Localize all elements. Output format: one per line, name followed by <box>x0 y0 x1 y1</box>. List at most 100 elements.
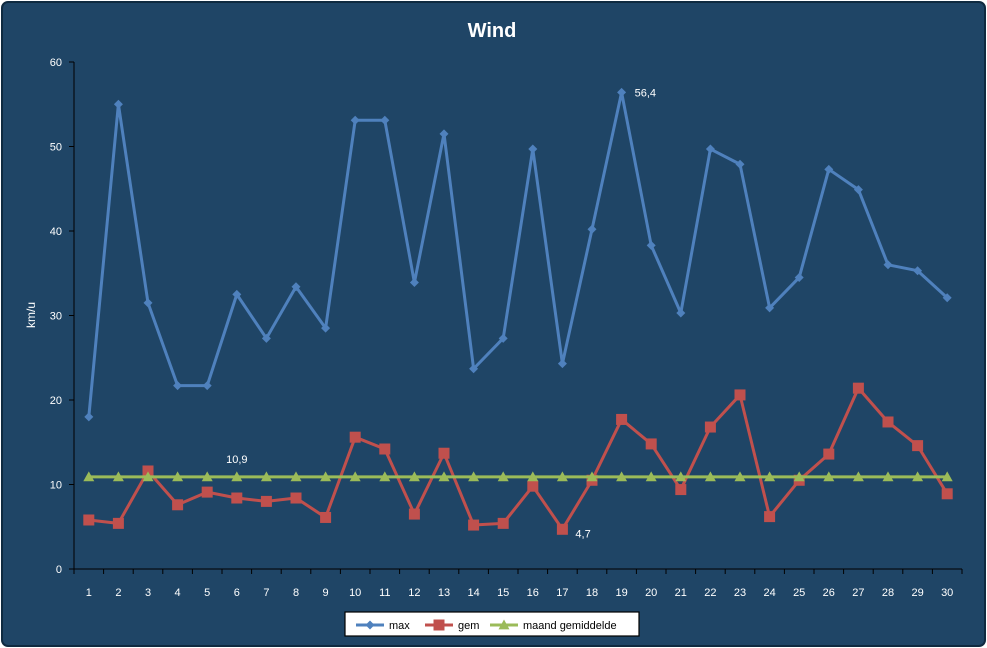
x-tick-label: 10 <box>349 587 361 599</box>
data-point-gem <box>882 416 894 428</box>
data-point-max <box>705 144 715 154</box>
data-point-maand-gemiddelde <box>793 471 805 482</box>
data-point-gem <box>408 508 420 520</box>
data-point-gem <box>941 488 953 500</box>
x-tick-label: 3 <box>145 587 151 599</box>
data-point-gem <box>912 440 924 452</box>
data-point-maand-gemiddelde <box>556 471 568 482</box>
y-tick-label: 10 <box>50 480 62 492</box>
data-point-maand-gemiddelde <box>349 471 361 482</box>
data-point-max <box>853 185 863 195</box>
data-point-max <box>646 240 656 250</box>
data-point-maand-gemiddelde <box>616 471 628 482</box>
data-point-maand-gemiddelde <box>83 471 95 482</box>
data-point-max <box>557 359 567 369</box>
data-point-gem <box>260 495 272 507</box>
data-point-max <box>380 115 390 125</box>
data-point-maand-gemiddelde <box>172 471 184 482</box>
data-point-gem <box>142 465 154 477</box>
legend-marker-max <box>365 620 375 630</box>
data-point-maand-gemiddelde <box>497 471 509 482</box>
data-point-gem <box>556 523 568 535</box>
x-ticks: 1 2 3 4 5 6 7 8 9 10 11 12 13 14 15 16 17 18 19 20 21 22 23 24 2… <box>73 569 963 599</box>
x-tick-label: 30 <box>941 587 953 599</box>
x-tick-label: 9 <box>323 587 329 599</box>
data-point-gem <box>616 413 628 425</box>
data-point-gem <box>83 514 95 526</box>
x-tick-label: 4 <box>175 587 181 599</box>
data-point-gem <box>290 492 302 504</box>
chart-title: Wind <box>468 20 517 42</box>
data-point-gem <box>497 517 509 529</box>
data-point-max <box>617 87 627 97</box>
y-ticks: 0 10 20 30 40 50 60 <box>50 57 74 576</box>
data-label: 4,7 <box>575 528 590 540</box>
data-point-max <box>735 159 745 169</box>
series-max <box>84 87 952 422</box>
data-label: 56,4 <box>635 87 656 99</box>
x-tick-label: 17 <box>556 587 568 599</box>
data-point-maand-gemiddelde <box>675 471 687 482</box>
x-tick-label: 26 <box>823 587 835 599</box>
data-point-maand-gemiddelde <box>941 471 953 482</box>
data-point-maand-gemiddelde <box>231 471 243 482</box>
data-point-max <box>676 308 686 318</box>
data-point-gem <box>468 519 480 531</box>
data-point-max <box>409 278 419 288</box>
data-point-gem <box>704 421 716 433</box>
data-point-gem <box>438 447 450 459</box>
data-point-maand-gemiddelde <box>645 471 657 482</box>
data-point-gem <box>349 431 361 443</box>
data-point-gem <box>823 448 835 460</box>
data-point-gem <box>852 382 864 394</box>
data-point-max <box>232 289 242 299</box>
x-tick-label: 13 <box>438 587 450 599</box>
y-tick-label: 40 <box>50 226 62 238</box>
data-point-max <box>883 260 893 270</box>
data-point-gem <box>675 484 687 496</box>
data-point-max <box>942 293 952 303</box>
data-point-maand-gemiddelde <box>201 471 213 482</box>
data-point-max <box>439 129 449 139</box>
data-point-max <box>261 333 271 343</box>
data-point-max <box>321 323 331 333</box>
x-tick-label: 28 <box>882 587 894 599</box>
data-point-max <box>498 333 508 343</box>
data-point-maand-gemiddelde <box>320 471 332 482</box>
x-tick-label: 15 <box>497 587 509 599</box>
data-point-max <box>113 99 123 109</box>
data-point-maand-gemiddelde <box>823 471 835 482</box>
data-point-maand-gemiddelde <box>468 471 480 482</box>
x-tick-label: 27 <box>852 587 864 599</box>
data-point-maand-gemiddelde <box>734 471 746 482</box>
x-tick-label: 5 <box>204 587 210 599</box>
data-point-maand-gemiddelde <box>379 471 391 482</box>
x-tick-label: 29 <box>911 587 923 599</box>
legend-label-maand-gemiddelde: maand gemiddelde <box>523 620 617 632</box>
data-point-max <box>913 266 923 276</box>
data-point-maand-gemiddelde <box>882 471 894 482</box>
data-point-maand-gemiddelde <box>527 471 539 482</box>
x-tick-label: 1 <box>86 587 92 599</box>
data-point-max <box>469 364 479 374</box>
x-tick-label: 12 <box>408 587 420 599</box>
data-point-maand-gemiddelde <box>912 471 924 482</box>
data-point-maand-gemiddelde <box>408 471 420 482</box>
x-tick-label: 21 <box>675 587 687 599</box>
series-layer <box>83 87 953 535</box>
x-tick-label: 14 <box>467 587 479 599</box>
x-tick-label: 23 <box>734 587 746 599</box>
series-maand-gemiddelde <box>83 471 953 482</box>
data-point-gem <box>645 438 657 450</box>
legend-label-gem: gem <box>458 620 479 632</box>
data-point-gem <box>231 492 243 504</box>
data-point-maand-gemiddelde <box>704 471 716 482</box>
legend-marker-gem <box>433 619 445 631</box>
y-tick-label: 0 <box>56 564 62 576</box>
series-line-max <box>87 90 949 418</box>
x-tick-label: 18 <box>586 587 598 599</box>
data-label: 10,9 <box>226 454 247 466</box>
data-point-max <box>350 115 360 125</box>
